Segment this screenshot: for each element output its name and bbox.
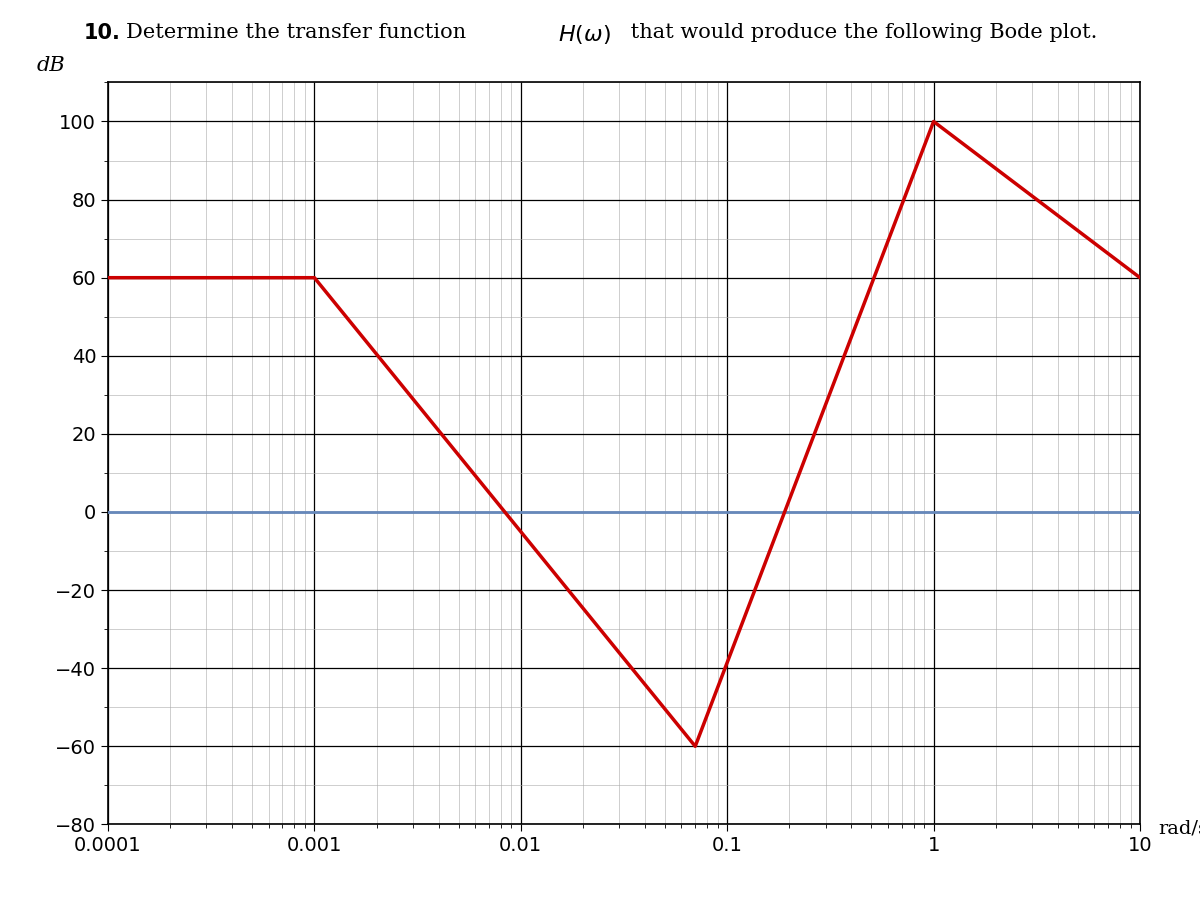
Text: 10.: 10.: [84, 23, 121, 43]
Text: that would produce the following Bode plot.: that would produce the following Bode pl…: [624, 23, 1097, 42]
Y-axis label: dB: dB: [37, 56, 66, 75]
Text: $H(\omega)$: $H(\omega)$: [558, 23, 611, 46]
Text: Determine the transfer function: Determine the transfer function: [126, 23, 473, 42]
Text: rad/s: rad/s: [1158, 820, 1200, 838]
